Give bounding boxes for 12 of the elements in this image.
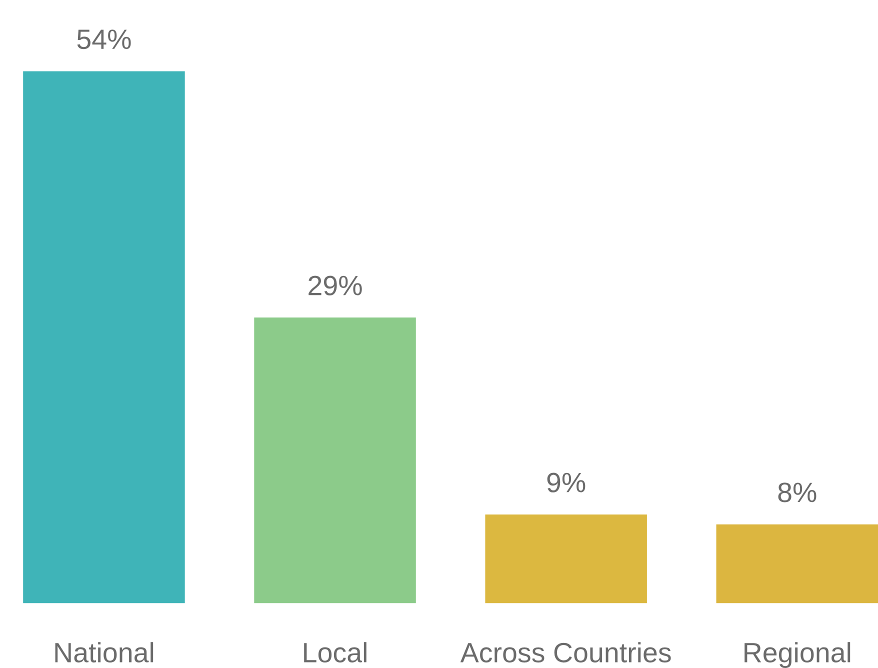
x-tick-label: Regional xyxy=(744,642,850,668)
bar xyxy=(716,524,878,604)
data-label: 29% xyxy=(308,276,362,296)
bar xyxy=(485,514,647,604)
x-tick-label: Local xyxy=(304,642,366,662)
x-tick-label: National xyxy=(55,642,154,662)
bar xyxy=(254,318,416,604)
bar xyxy=(23,71,185,604)
data-label: 54% xyxy=(77,30,131,50)
x-tick-label: Across Countries xyxy=(460,642,671,662)
data-label: 9% xyxy=(547,472,586,492)
data-label: 8% xyxy=(778,482,816,502)
